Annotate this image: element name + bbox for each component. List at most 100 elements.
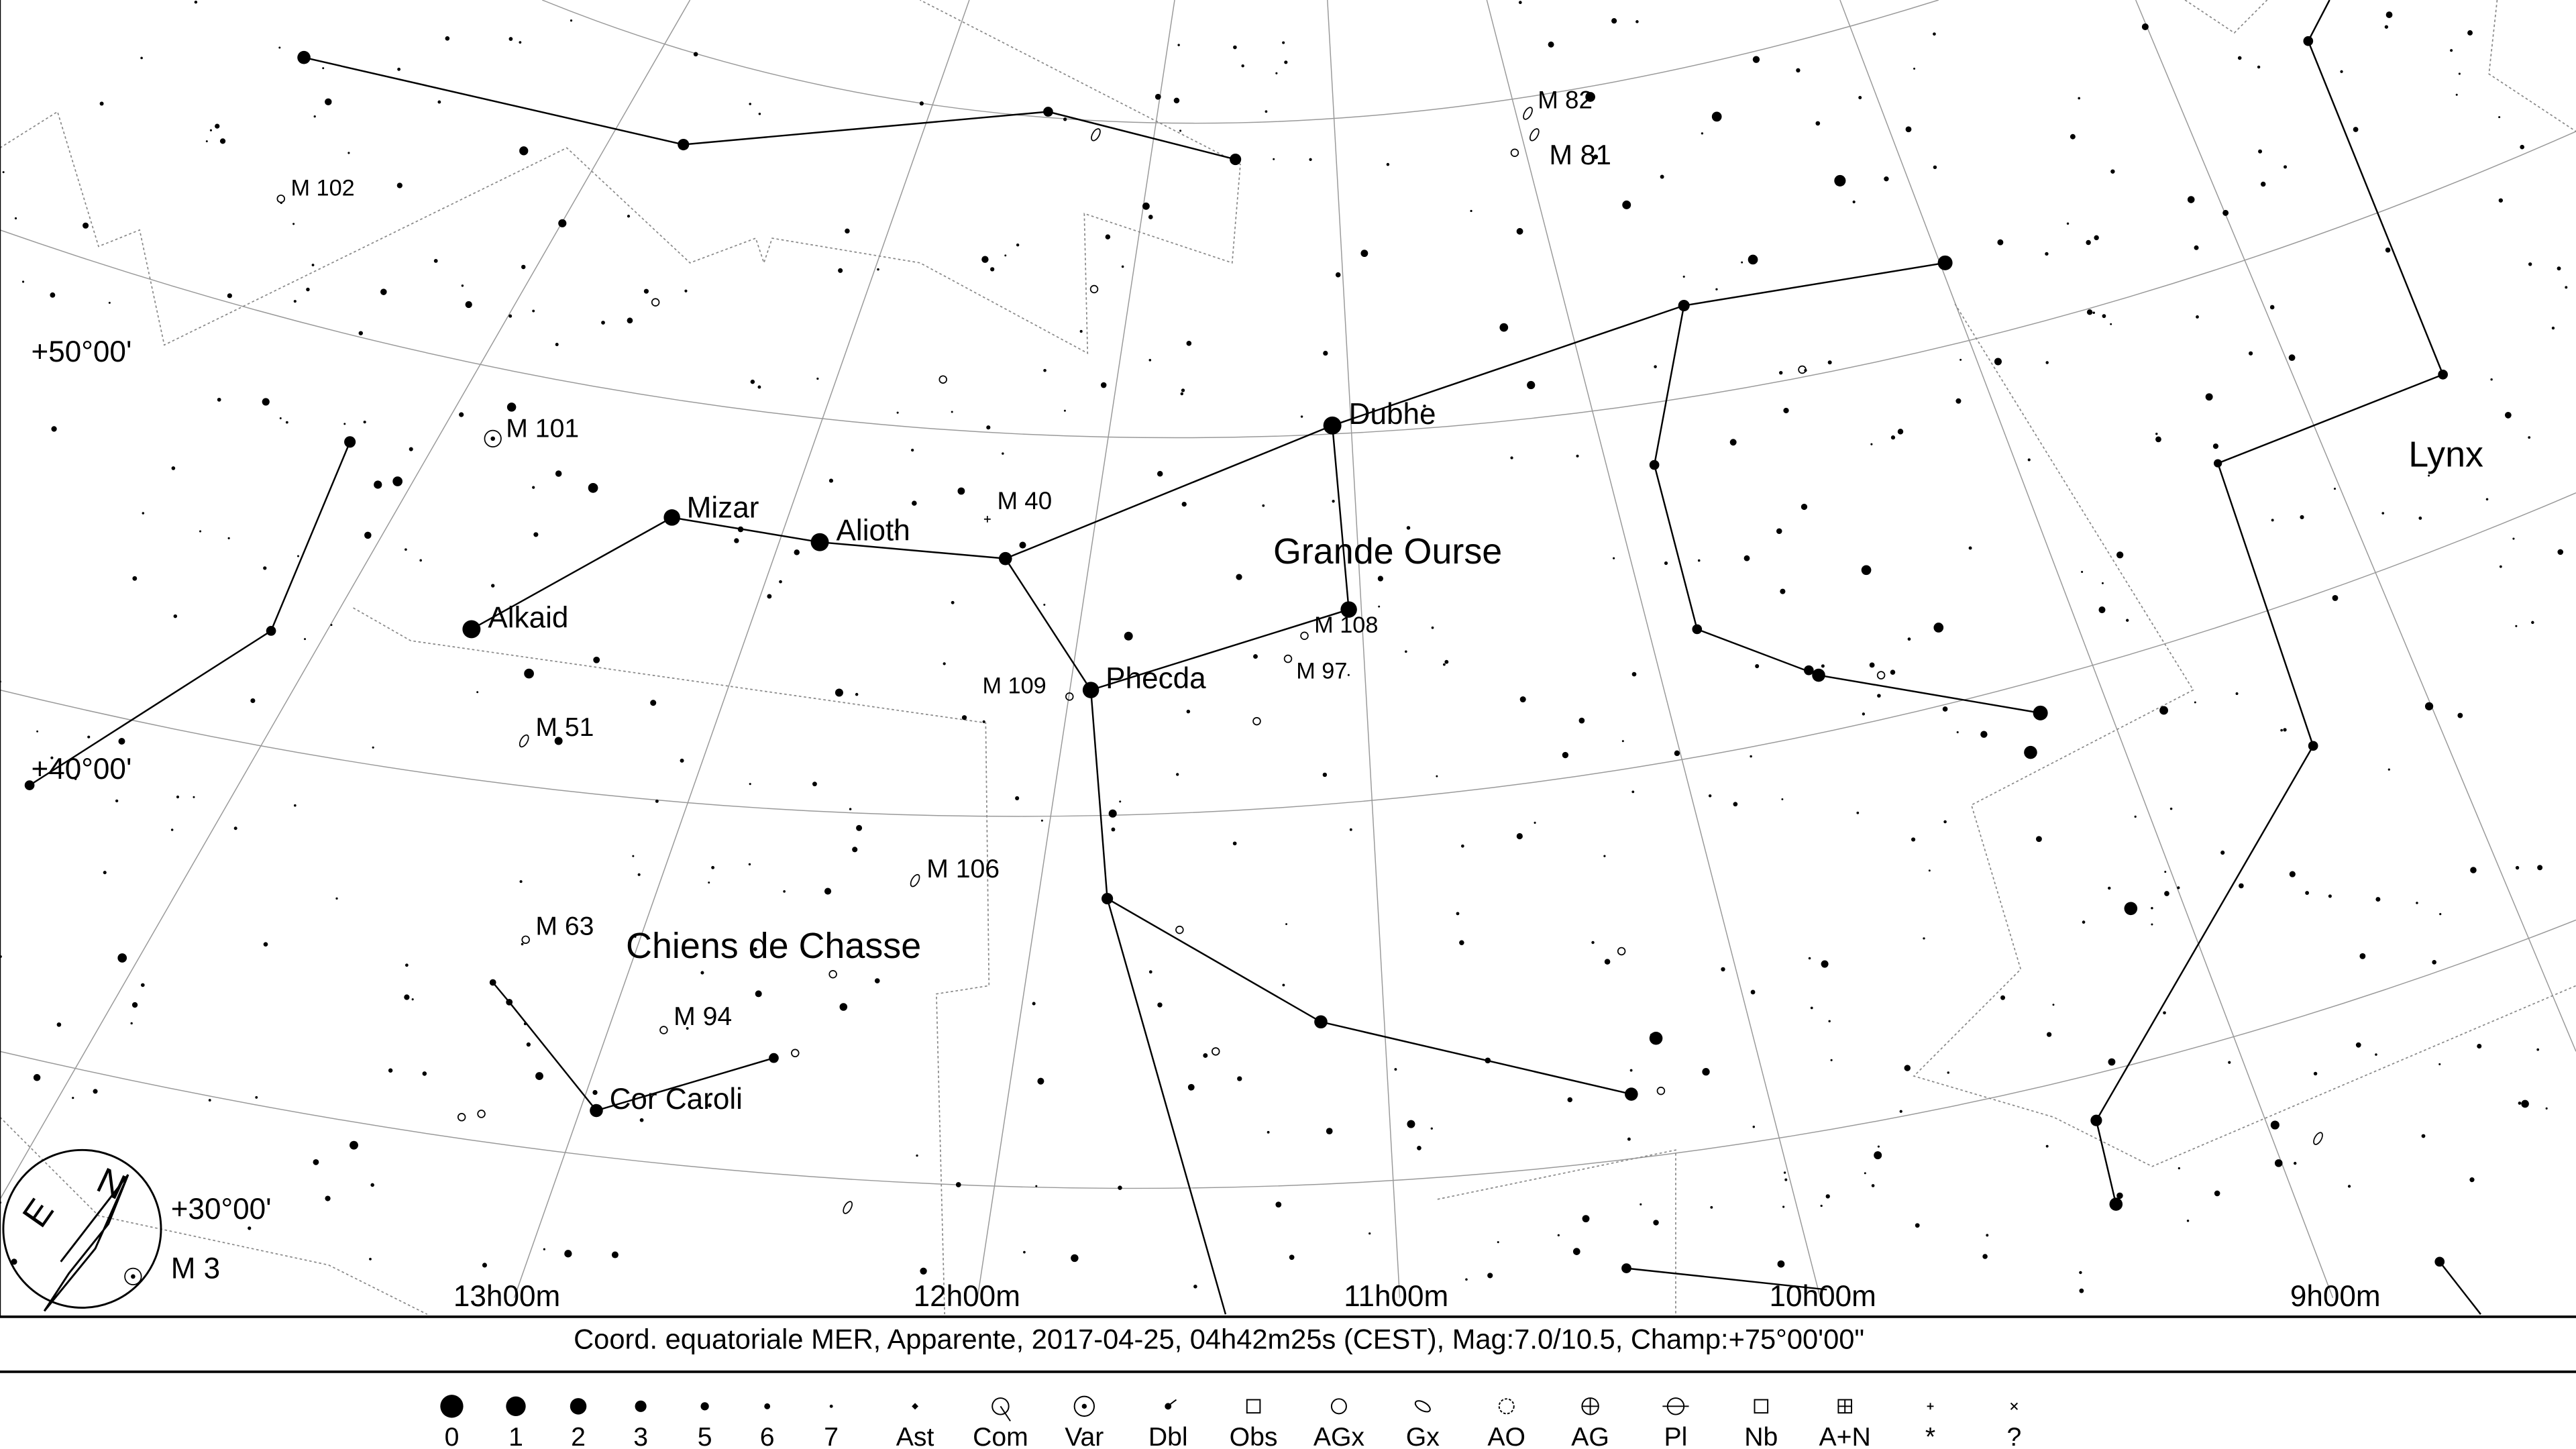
galaxy-icon[interactable]	[651, 298, 660, 307]
star[interactable]	[462, 620, 481, 639]
star[interactable]	[524, 668, 534, 679]
star[interactable]	[266, 626, 276, 636]
star[interactable]	[1834, 174, 1846, 186]
galaxy-icon[interactable]	[1089, 127, 1102, 142]
star[interactable]	[374, 480, 382, 489]
star[interactable]	[2438, 370, 2448, 380]
cluster-icon[interactable]	[484, 429, 502, 447]
star[interactable]	[1937, 255, 1953, 270]
constellation-line	[471, 424, 1350, 692]
star[interactable]	[2090, 1114, 2102, 1126]
star[interactable]	[2024, 745, 2037, 759]
star[interactable]	[297, 50, 311, 64]
faint-star	[2078, 97, 2080, 100]
galaxy-icon[interactable]	[1510, 148, 1519, 158]
galaxy-icon[interactable]	[1300, 631, 1309, 640]
galaxy-icon[interactable]	[2312, 1131, 2324, 1146]
faint-star	[2332, 594, 2339, 601]
galaxy-icon[interactable]	[276, 195, 286, 203]
legend-label: *	[1925, 1423, 1935, 1449]
star[interactable]	[1082, 682, 1099, 698]
star[interactable]	[1711, 111, 1722, 122]
galaxy-icon[interactable]	[1252, 716, 1261, 726]
star[interactable]	[1230, 153, 1242, 166]
galaxy-icon[interactable]	[659, 1026, 668, 1034]
star[interactable]	[1314, 1015, 1328, 1029]
star[interactable]	[24, 780, 35, 790]
star[interactable]	[506, 998, 513, 1006]
galaxy-icon[interactable]	[1528, 127, 1540, 142]
magnitude-dot-icon	[635, 1400, 647, 1412]
galaxy-icon[interactable]	[938, 375, 947, 384]
star[interactable]	[1692, 624, 1703, 635]
star[interactable]	[2308, 741, 2318, 751]
star[interactable]	[1621, 1263, 1631, 1273]
faint-star	[1899, 1110, 1902, 1113]
galaxy-icon[interactable]	[518, 734, 530, 749]
galaxy-icon[interactable]	[521, 935, 530, 945]
star[interactable]	[2434, 1256, 2445, 1267]
star[interactable]	[1585, 92, 1595, 102]
cluster-icon[interactable]	[124, 1267, 142, 1285]
star[interactable]	[1803, 665, 1814, 676]
galaxy-icon[interactable]	[457, 1113, 466, 1122]
faint-star	[1241, 64, 1244, 68]
galaxy-icon[interactable]	[1089, 284, 1099, 294]
galaxy-icon[interactable]	[1521, 106, 1534, 121]
faint-star	[916, 1154, 918, 1157]
star[interactable]	[2033, 705, 2048, 720]
galaxy-icon[interactable]	[1798, 365, 1807, 374]
star[interactable]	[1649, 460, 1660, 470]
faint-star	[920, 1267, 927, 1275]
messier-label: M 51	[535, 713, 594, 742]
star[interactable]	[489, 979, 496, 986]
galaxy-icon[interactable]	[791, 1049, 800, 1058]
star[interactable]	[1102, 893, 1114, 905]
galaxy-icon[interactable]	[477, 1110, 486, 1118]
galaxy-icon[interactable]	[909, 873, 921, 888]
double-star-icon[interactable]	[983, 515, 991, 523]
star[interactable]	[663, 509, 680, 526]
star[interactable]	[1678, 299, 1690, 312]
star[interactable]	[2214, 459, 2222, 468]
star[interactable]	[588, 483, 598, 493]
star[interactable]	[769, 1053, 779, 1063]
star[interactable]	[344, 436, 356, 448]
star[interactable]	[2124, 902, 2138, 916]
galaxy-icon[interactable]	[842, 1200, 854, 1215]
star[interactable]	[1649, 1031, 1663, 1045]
star[interactable]	[1043, 107, 1053, 117]
magnitude-dot-icon	[829, 1404, 833, 1408]
galaxy-icon[interactable]	[1283, 654, 1293, 663]
star[interactable]	[1323, 416, 1342, 435]
faint-star	[2164, 891, 2169, 896]
star[interactable]	[2303, 36, 2314, 46]
star[interactable]	[678, 138, 690, 151]
galaxy-icon[interactable]	[828, 969, 837, 979]
star[interactable]	[590, 1104, 603, 1118]
faint-star	[1148, 359, 1152, 362]
faint-star	[734, 538, 739, 543]
galaxy-icon[interactable]	[1065, 692, 1074, 701]
galaxy-icon[interactable]	[1876, 671, 1886, 680]
galaxy-icon[interactable]	[1211, 1047, 1220, 1056]
star[interactable]	[1340, 601, 1357, 618]
star[interactable]	[1625, 1087, 1638, 1101]
star[interactable]	[1861, 565, 1872, 576]
star[interactable]	[392, 476, 402, 486]
star[interactable]	[810, 533, 829, 551]
faint-star	[1982, 1254, 1988, 1259]
star[interactable]	[1812, 668, 1825, 682]
faint-star	[2439, 913, 2442, 916]
faint-star	[845, 228, 850, 234]
legend-item: 3	[633, 1400, 648, 1449]
galaxy-icon[interactable]	[1617, 947, 1626, 956]
faint-star	[118, 737, 125, 745]
star[interactable]	[1933, 623, 1944, 633]
star[interactable]	[1748, 254, 1758, 265]
star[interactable]	[998, 551, 1012, 566]
galaxy-icon[interactable]	[1175, 925, 1184, 934]
star[interactable]	[2109, 1197, 2123, 1211]
galaxy-icon[interactable]	[1656, 1086, 1666, 1095]
